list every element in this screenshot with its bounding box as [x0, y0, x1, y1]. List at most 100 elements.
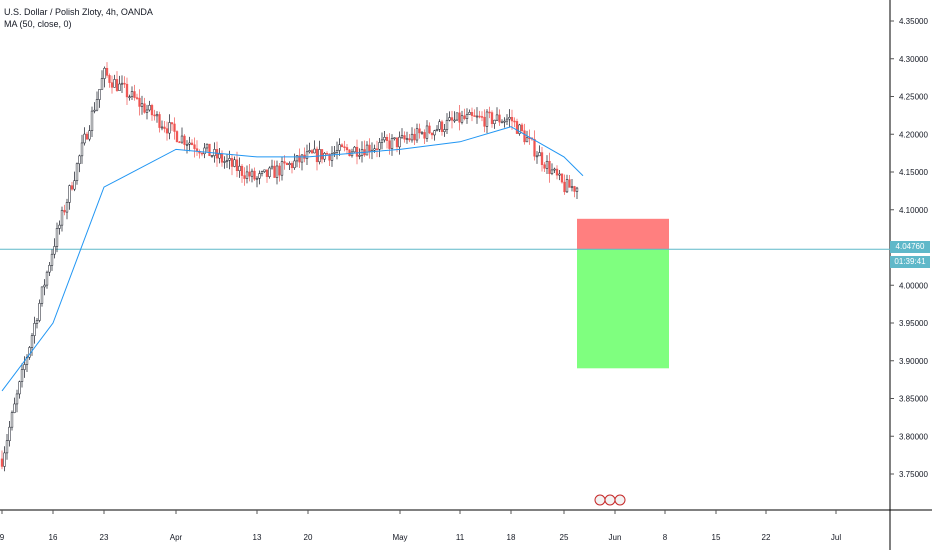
- us-event-flag-icon[interactable]: [604, 494, 616, 506]
- y-tick-label: 4.15000: [899, 168, 928, 177]
- take-profit-zone[interactable]: [577, 249, 669, 369]
- candle-body: [243, 175, 246, 179]
- candle-body: [413, 133, 416, 141]
- x-tick-label: 25: [560, 533, 569, 542]
- candle-body: [468, 112, 471, 115]
- candle-body: [233, 159, 236, 167]
- candle-body: [403, 135, 406, 140]
- candle-body: [140, 103, 144, 107]
- candle-body: [133, 91, 136, 98]
- candle-body: [373, 148, 376, 151]
- candle-body: [570, 186, 574, 188]
- candle-body: [275, 165, 279, 178]
- candle-body: [153, 114, 156, 117]
- candle-body: [88, 130, 91, 140]
- candle-body: [540, 152, 544, 165]
- candle-body: [560, 173, 564, 183]
- candle-body: [328, 153, 331, 161]
- candle-body: [545, 160, 549, 169]
- y-tick-label: 4.35000: [899, 17, 928, 26]
- candle-body: [248, 171, 251, 177]
- candle-body: [45, 271, 49, 286]
- candle-body: [575, 187, 579, 192]
- candle-body: [70, 185, 74, 190]
- candle-body: [138, 97, 141, 107]
- x-tick-label: 11: [456, 533, 465, 542]
- candle-body: [398, 136, 401, 148]
- ma-indicator-label[interactable]: MA (50, close, 0): [4, 19, 72, 29]
- candle-body: [340, 144, 344, 147]
- us-event-flag-icon[interactable]: [594, 494, 606, 506]
- candle-body: [23, 364, 26, 370]
- candle-body: [433, 130, 436, 136]
- candle-body: [18, 381, 21, 395]
- candle-body: [278, 165, 281, 176]
- candle-body: [490, 112, 494, 124]
- candle-body: [3, 452, 6, 467]
- candle-body: [408, 138, 411, 141]
- candle-body: [125, 83, 129, 98]
- candle-body: [383, 136, 386, 141]
- candle-body: [483, 116, 486, 127]
- candle-body: [438, 121, 441, 130]
- candle-body: [215, 149, 219, 159]
- candle-body: [8, 426, 11, 442]
- candle-body: [158, 114, 161, 128]
- candle-body: [145, 109, 149, 113]
- candle-body: [225, 160, 229, 162]
- candle-body: [220, 153, 224, 163]
- candle-body: [218, 153, 221, 159]
- candle-body: [503, 120, 506, 123]
- candle-body: [170, 122, 174, 125]
- us-event-flag-icon[interactable]: [614, 494, 626, 506]
- y-tick-label: 4.30000: [899, 55, 928, 64]
- candle-body: [458, 112, 461, 123]
- x-tick-label: 22: [762, 533, 771, 542]
- candle-body: [520, 124, 524, 131]
- candle-body: [315, 148, 319, 163]
- candle-body: [463, 115, 466, 119]
- candle-body: [558, 173, 561, 176]
- candle-body: [430, 132, 434, 136]
- candle-body: [355, 146, 359, 157]
- candle-body: [423, 132, 426, 139]
- candle-body: [393, 137, 396, 139]
- candle-body: [263, 169, 266, 172]
- candle-body: [440, 121, 444, 132]
- candle-body: [48, 265, 51, 273]
- candle-body: [428, 125, 431, 134]
- candle-body: [395, 137, 399, 148]
- candle-body: [288, 163, 291, 166]
- candle-body: [103, 67, 106, 79]
- candle-body: [155, 114, 159, 117]
- x-tick-label: May: [392, 533, 407, 542]
- candle-body: [95, 99, 99, 111]
- candle-body: [445, 119, 449, 130]
- candle-body: [163, 126, 166, 129]
- candle-body: [240, 165, 244, 176]
- candle-body: [80, 142, 84, 157]
- candle-body: [305, 151, 309, 159]
- stop-loss-zone[interactable]: [577, 218, 669, 250]
- candle-body: [253, 170, 256, 180]
- candle-body: [30, 335, 34, 348]
- candle-body: [480, 116, 484, 118]
- candle-body: [78, 155, 81, 165]
- candle-body: [290, 163, 294, 169]
- candle-body: [470, 112, 474, 116]
- candle-body: [93, 109, 96, 112]
- y-tick-label: 4.00000: [899, 281, 928, 290]
- candle-body: [115, 79, 119, 91]
- x-tick-label: 9: [0, 533, 5, 542]
- candle-body: [58, 224, 61, 229]
- candle-body: [493, 119, 496, 124]
- candle-body: [330, 153, 334, 161]
- candle-body: [33, 323, 36, 336]
- candle-body: [210, 155, 214, 157]
- candle-body: [188, 142, 191, 145]
- candle-body: [475, 115, 479, 118]
- candle-body: [118, 83, 121, 91]
- x-tick-label: 8: [663, 533, 668, 542]
- candle-body: [200, 152, 204, 155]
